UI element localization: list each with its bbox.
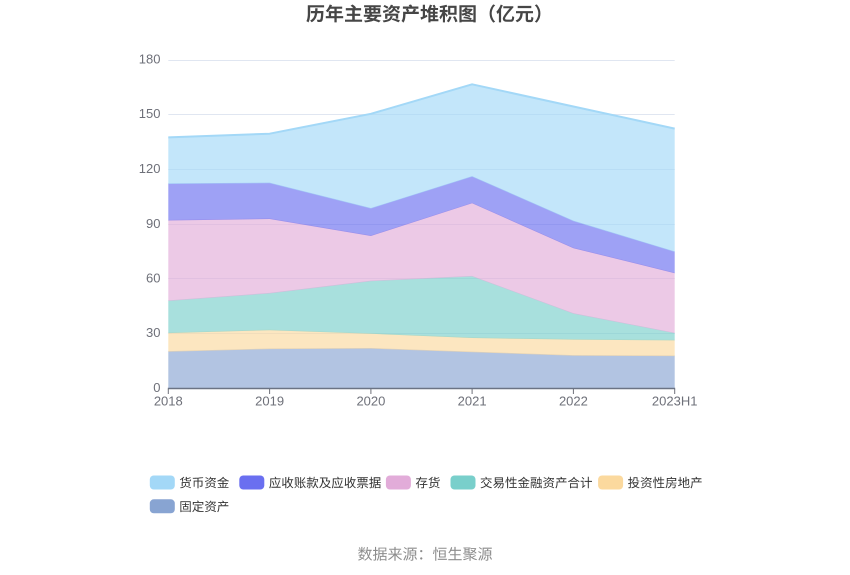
svg-text:180: 180 — [139, 52, 161, 67]
svg-text:150: 150 — [139, 106, 161, 121]
svg-text:2018: 2018 — [154, 394, 183, 409]
svg-text:30: 30 — [146, 325, 160, 340]
svg-text:2019: 2019 — [255, 394, 284, 409]
svg-text:90: 90 — [146, 216, 160, 231]
svg-text:2020: 2020 — [356, 394, 385, 409]
svg-text:2023H1: 2023H1 — [652, 394, 698, 409]
svg-text:60: 60 — [146, 271, 160, 286]
svg-text:2022: 2022 — [559, 394, 588, 409]
svg-text:0: 0 — [153, 380, 160, 395]
svg-text:2021: 2021 — [458, 394, 487, 409]
svg-text:120: 120 — [139, 161, 161, 176]
